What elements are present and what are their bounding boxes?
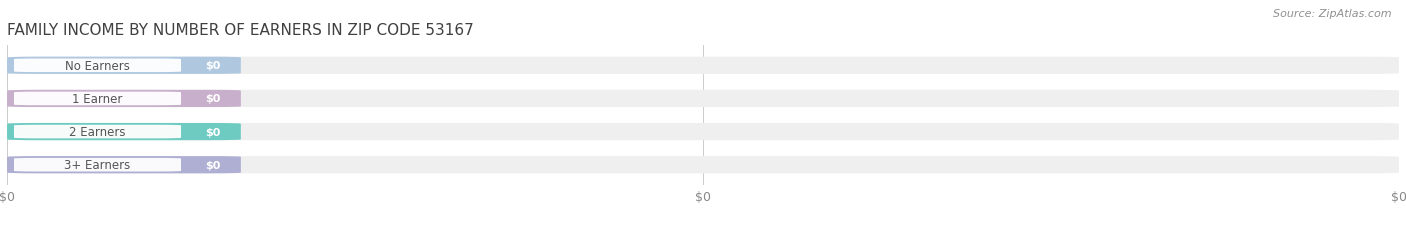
FancyBboxPatch shape [7,156,1399,173]
FancyBboxPatch shape [7,123,240,141]
Text: $0: $0 [205,94,221,104]
FancyBboxPatch shape [14,92,181,106]
Text: No Earners: No Earners [65,60,129,73]
FancyBboxPatch shape [7,90,1399,108]
FancyBboxPatch shape [7,90,240,108]
Text: 2 Earners: 2 Earners [69,125,125,138]
FancyBboxPatch shape [14,59,181,73]
Text: $0: $0 [205,127,221,137]
FancyBboxPatch shape [7,58,1399,75]
FancyBboxPatch shape [7,123,1399,141]
Text: FAMILY INCOME BY NUMBER OF EARNERS IN ZIP CODE 53167: FAMILY INCOME BY NUMBER OF EARNERS IN ZI… [7,23,474,38]
FancyBboxPatch shape [7,156,240,173]
FancyBboxPatch shape [7,58,240,75]
Text: $0: $0 [205,61,221,71]
FancyBboxPatch shape [14,125,181,139]
Text: Source: ZipAtlas.com: Source: ZipAtlas.com [1274,9,1392,19]
FancyBboxPatch shape [14,158,181,172]
Text: 1 Earner: 1 Earner [72,93,122,106]
Text: 3+ Earners: 3+ Earners [65,158,131,171]
Text: $0: $0 [205,160,221,170]
